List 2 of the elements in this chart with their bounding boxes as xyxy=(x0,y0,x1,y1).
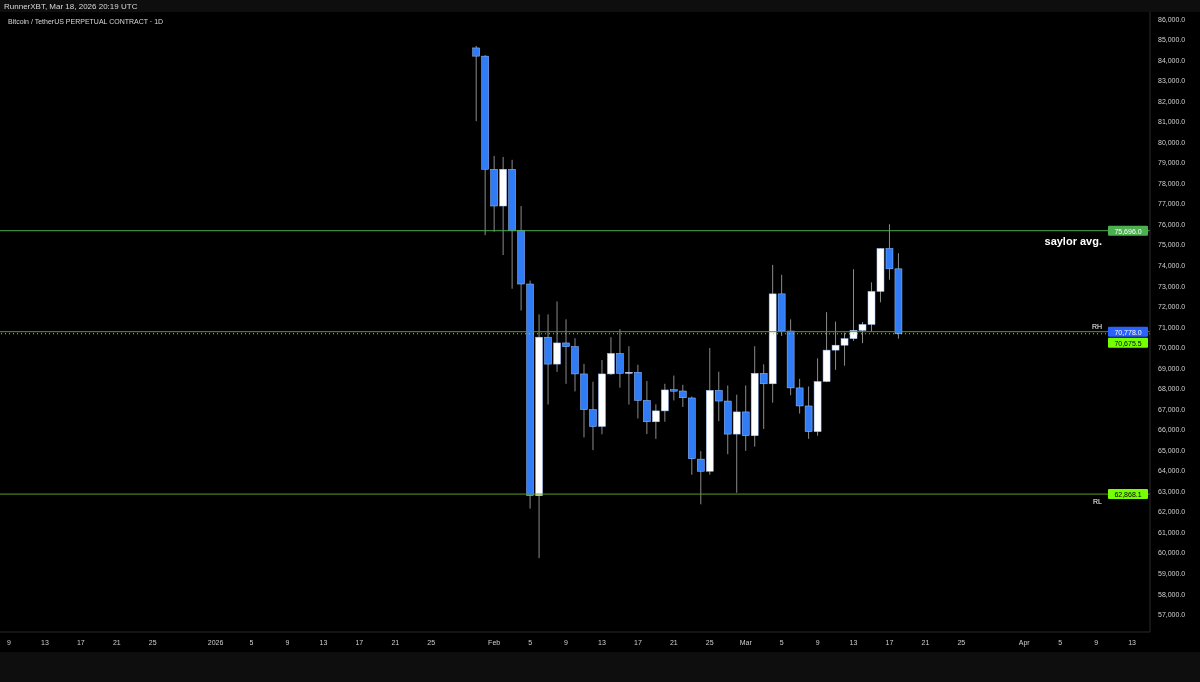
ref-line-label: saylor avg. xyxy=(1044,234,1102,247)
text: RunnerXBT, Mar 18, 2026 20:19 UTC xyxy=(4,2,138,11)
